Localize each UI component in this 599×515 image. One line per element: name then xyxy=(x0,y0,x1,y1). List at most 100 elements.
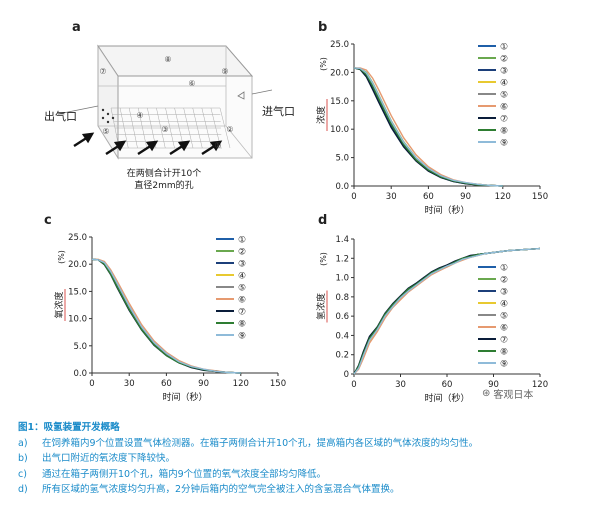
y-tick-label: 0.6 xyxy=(335,312,349,322)
watermark: ⊛ 客观日本 xyxy=(482,388,534,401)
position-label: ⑦ xyxy=(99,67,106,76)
legend-label: ② xyxy=(500,276,508,286)
position-label: ② xyxy=(226,125,233,134)
x-tick-label: 150 xyxy=(270,379,286,389)
hole-note-line1: 在两侧合计开10个 xyxy=(127,167,201,179)
panel-letter-a: a xyxy=(72,20,81,35)
legend-label: ⑥ xyxy=(238,296,246,306)
x-tick-label: 150 xyxy=(532,192,548,202)
legend-label: ⑨ xyxy=(500,360,508,370)
series-line-d-9 xyxy=(353,247,541,375)
panel-letter-b: b xyxy=(318,20,328,35)
legend-label: ⑧ xyxy=(500,127,508,137)
y-tick-label: 20.0 xyxy=(68,260,87,270)
legend-label: ③ xyxy=(500,67,508,77)
series-line-b-9 xyxy=(353,67,503,187)
panel-letter-c: c xyxy=(44,213,52,228)
caption-line-c: c) 通过在箱子两侧开10个孔，箱内9个位置的氧气浓度全部均匀降低。 xyxy=(18,468,327,480)
legend-label: ⑦ xyxy=(500,336,508,346)
caption-line-d: d) 所有区域的氢气浓度均匀升高，2分钟后箱内的空气完全被注入的含氢混合气体置换… xyxy=(18,484,400,495)
series-line-d-6 xyxy=(353,247,541,375)
y-tick-label: 1.4 xyxy=(335,235,349,245)
outlet-line xyxy=(57,105,99,115)
position-label: ⑧ xyxy=(164,55,171,64)
legend-label: ① xyxy=(500,264,508,274)
legend-label: ⑥ xyxy=(500,324,508,334)
y-tick-label: 0.0 xyxy=(73,369,87,379)
legend-label: ③ xyxy=(500,288,508,298)
caption-line-b: b) 出气口附近的氧浓度下降较快。 xyxy=(18,453,176,464)
position-label: ③ xyxy=(161,125,168,134)
position-label: ① xyxy=(214,141,221,150)
x-tick-label: 120 xyxy=(495,192,511,202)
y-axis-unit: (%) xyxy=(319,252,328,266)
x-tick-label: 60 xyxy=(161,379,172,389)
legend-label: ⑨ xyxy=(500,139,508,149)
figure-caption: 图1：吸氢装置开发概略 a) 在饲养箱内9个位置设置气体检测器。在箱子两侧合计开… xyxy=(18,420,588,498)
x-axis-label: 时间（秒） xyxy=(424,392,469,404)
legend-label: ② xyxy=(238,248,246,258)
legend-label: ⑤ xyxy=(500,91,508,101)
legend-label: ⑤ xyxy=(500,312,508,322)
inflow-arrows xyxy=(73,132,223,156)
position-label: ⑨ xyxy=(221,67,228,76)
y-axis-unit: (%) xyxy=(57,250,66,264)
legend-label: ⑧ xyxy=(500,348,508,358)
x-tick-label: 60 xyxy=(442,380,453,390)
x-tick-label: 0 xyxy=(89,379,94,389)
chart-c-oxygen-with-holes: 0.0 5.0 10.0 15.0 20.0 25.0 0 30 60 90 120 150 时间（秒）… xyxy=(53,233,286,403)
legend-label: ④ xyxy=(500,300,508,310)
position-label: ⑥ xyxy=(188,79,195,88)
legend-label: ④ xyxy=(500,79,508,89)
x-tick-label: 120 xyxy=(233,379,249,389)
x-tick-label: 30 xyxy=(386,192,397,202)
y-tick-label: 0.4 xyxy=(335,331,349,341)
wechat-icon: ⊛ xyxy=(482,388,491,399)
x-axis-label: 时间（秒） xyxy=(424,204,469,216)
y-tick-label: 10.0 xyxy=(330,125,349,135)
series-line-c-9 xyxy=(91,258,241,374)
legend-label: ① xyxy=(238,236,246,246)
caption-title: 图1：吸氢装置开发概略 xyxy=(18,422,120,433)
y-tick-label: 1.0 xyxy=(335,274,349,284)
y-tick-label: 1.2 xyxy=(335,254,349,264)
y-tick-label: 0 xyxy=(344,370,349,380)
x-tick-label: 30 xyxy=(395,380,406,390)
x-tick-label: 0 xyxy=(351,192,356,202)
y-axis-label: 氢浓度 xyxy=(315,293,327,320)
x-axis-label: 时间（秒） xyxy=(162,391,207,403)
y-tick-label: 15.0 xyxy=(68,287,87,297)
x-tick-label: 30 xyxy=(124,379,135,389)
x-tick-label: 0 xyxy=(351,380,356,390)
y-tick-label: 5.0 xyxy=(335,154,349,164)
y-tick-label: 15.0 xyxy=(330,97,349,107)
y-tick-label: 0.2 xyxy=(335,351,349,361)
legend-label: ⑦ xyxy=(238,308,246,318)
inlet-label: 进气口 xyxy=(262,104,295,118)
box-diagram: ⑦ ⑧ ⑨ ⑥ ④ ⑤ ③ ② ① 出气口 进气口 在两侧合计开10个 直径2m… xyxy=(44,44,295,191)
y-tick-label: 25.0 xyxy=(68,233,87,243)
x-tick-label: 90 xyxy=(198,379,209,389)
y-tick-label: 0.0 xyxy=(335,182,349,192)
y-tick-label: 25.0 xyxy=(330,40,349,50)
x-tick-label: 120 xyxy=(532,380,548,390)
chart-b-oxygen-no-holes: 0.0 5.0 10.0 15.0 20.0 25.0 0 30 60 90 120 150 时间（秒）… xyxy=(315,40,548,216)
hole-note-line2: 直径2mm的孔 xyxy=(134,179,193,191)
inlet-arrow-icon xyxy=(237,91,245,100)
y-axis-unit: (%) xyxy=(319,57,328,71)
y-tick-label: 0.8 xyxy=(335,293,349,303)
y-tick-label: 10.0 xyxy=(68,315,87,325)
outlet-label: 出气口 xyxy=(44,109,77,123)
legend-label: ④ xyxy=(238,272,246,282)
y-tick-label: 5.0 xyxy=(73,342,87,352)
legend-label: ⑤ xyxy=(238,284,246,294)
position-label: ⑤ xyxy=(102,127,109,136)
legend-label: ③ xyxy=(238,260,246,270)
position-label: ④ xyxy=(136,111,143,120)
x-tick-label: 60 xyxy=(423,192,434,202)
x-tick-label: 90 xyxy=(488,380,499,390)
legend-label: ⑧ xyxy=(238,320,246,330)
floor-grid xyxy=(110,107,231,149)
legend-label: ⑥ xyxy=(500,103,508,113)
legend-label: ① xyxy=(500,43,508,53)
